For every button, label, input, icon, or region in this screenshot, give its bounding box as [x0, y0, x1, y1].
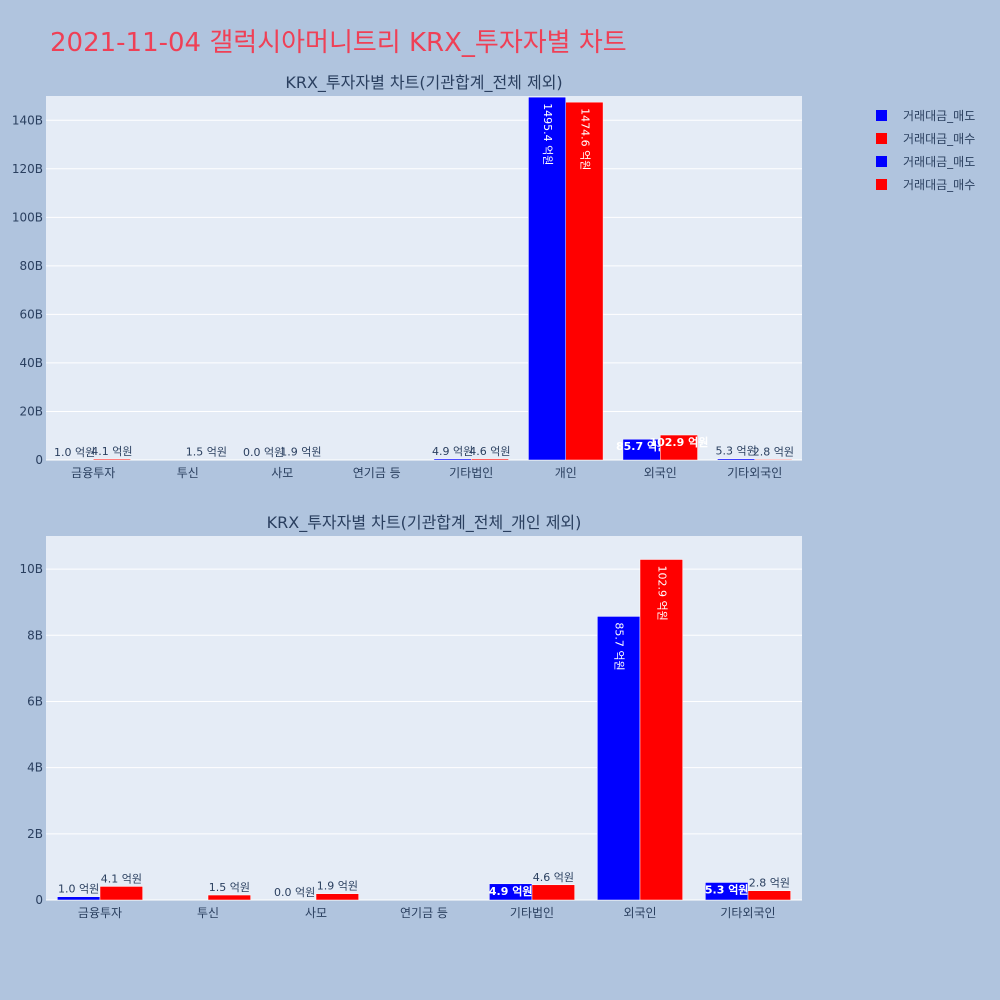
data-label: 5.3 억원 [715, 445, 756, 458]
legend: 거래대금_매도 거래대금_매수 거래대금_매도 거래대금_매수 [876, 104, 975, 196]
legend-swatch [876, 179, 887, 190]
legend-item-buy-1[interactable]: 거래대금_매수 [876, 127, 975, 150]
x-tick-label: 금융투자 [78, 906, 122, 920]
bar [57, 896, 101, 901]
chart-title: KRX_투자자별 차트(기관합계_전체_개인 제외) [267, 513, 582, 533]
data-label: 4.6 억원 [469, 445, 510, 458]
x-tick-label: 기타법인 [449, 466, 493, 480]
x-tick-label: 사모 [271, 466, 293, 480]
data-label: 0.0 억원 [243, 446, 284, 459]
y-tick-label: 6B [27, 694, 43, 708]
y-tick-label: 4B [27, 761, 43, 775]
x-tick-label: 기타외국인 [727, 466, 782, 480]
legend-label: 거래대금_매도 [903, 155, 976, 169]
bar [93, 458, 131, 461]
y-tick-label: 0 [35, 453, 43, 467]
bar [315, 893, 359, 901]
y-tick-label: 0 [35, 893, 43, 907]
bar [471, 458, 509, 461]
data-label: 1.5 억원 [186, 446, 227, 459]
y-tick-label: 100B [12, 210, 43, 224]
plot-background [46, 96, 802, 460]
y-tick-label: 120B [12, 162, 43, 176]
bar [531, 884, 575, 901]
x-tick-label: 연기금 등 [400, 906, 448, 920]
legend-swatch [876, 156, 887, 167]
y-tick-label: 8B [27, 628, 43, 642]
data-label: 4.9 억원 [432, 445, 473, 458]
bar [597, 616, 641, 901]
legend-item-sell-2[interactable]: 거래대금_매도 [876, 150, 975, 173]
data-label: 1.0 억원 [54, 446, 95, 459]
data-label: 4.9 억원 [489, 884, 533, 898]
legend-swatch [876, 110, 887, 121]
bar [747, 890, 791, 901]
y-tick-label: 60B [19, 307, 43, 321]
bar [717, 458, 755, 461]
legend-label: 거래대금_매도 [903, 109, 976, 123]
data-label: 4.6 억원 [533, 871, 574, 884]
x-tick-label: 투신 [197, 906, 219, 920]
bar [660, 434, 698, 461]
y-tick-label: 40B [19, 356, 43, 370]
legend-label: 거래대금_매수 [903, 132, 976, 146]
bar [754, 459, 793, 461]
data-label: 1495.4 억원 [541, 103, 554, 165]
data-label: 102.9 억원 [655, 565, 668, 620]
bar [207, 894, 251, 901]
y-tick-label: 80B [19, 259, 43, 273]
x-tick-label: 기타외국인 [720, 906, 775, 920]
legend-item-buy-2[interactable]: 거래대금_매수 [876, 173, 975, 196]
bar [565, 101, 604, 461]
legend-swatch [876, 133, 887, 144]
plot-background [46, 536, 802, 900]
data-label: 2.8 억원 [749, 877, 790, 890]
data-label: 5.3 억원 [705, 882, 749, 896]
bar [528, 96, 566, 461]
bar [433, 458, 472, 461]
x-tick-label: 기타법인 [510, 906, 554, 920]
data-label: 4.1 억원 [101, 872, 142, 885]
data-label: 2.8 억원 [753, 445, 794, 458]
data-label: 1.9 억원 [317, 880, 358, 893]
data-label: 102.9 억원 [649, 435, 708, 449]
page-title: 2021-11-04 갤럭시아머니트리 KRX_투자자별 차트 [50, 28, 627, 58]
data-label: 1.5 억원 [209, 881, 250, 894]
x-tick-label: 개인 [555, 466, 577, 480]
y-tick-label: 2B [27, 827, 43, 841]
x-tick-label: 투신 [177, 466, 199, 480]
data-label: 0.0 억원 [274, 886, 315, 899]
chart-all-investors: KRX_투자자별 차트(기관합계_전체 제외) 0 20B 40B 60B 80B 100B… [12, 73, 802, 480]
data-label: 85.7 억원 [616, 439, 667, 453]
x-tick-label: 연기금 등 [353, 466, 401, 480]
y-tick-label: 20B [19, 404, 43, 418]
data-label: 1.0 억원 [58, 883, 99, 896]
x-tick-label: 사모 [305, 906, 327, 920]
data-label: 85.7 억원 [613, 622, 626, 670]
data-label: 1.9 억원 [280, 446, 321, 459]
data-label: 4.1 억원 [91, 445, 132, 458]
bar [639, 559, 683, 901]
legend-label: 거래대금_매수 [903, 178, 976, 192]
chart-title: KRX_투자자별 차트(기관합계_전체 제외) [285, 73, 562, 93]
data-label: 1474.6 억원 [578, 108, 591, 170]
x-tick-label: 금융투자 [71, 466, 115, 480]
y-tick-label: 140B [12, 113, 43, 127]
chart-excluding-individuals: KRX_투자자별 차트(기관합계_전체_개인 제외) 0 2B 4B 6B 8B 10B 금융… [19, 513, 802, 920]
x-tick-label: 외국인 [644, 466, 677, 480]
x-tick-label: 외국인 [623, 906, 656, 920]
y-tick-label: 10B [19, 562, 43, 576]
bar [99, 886, 143, 901]
legend-item-sell-1[interactable]: 거래대금_매도 [876, 104, 975, 127]
